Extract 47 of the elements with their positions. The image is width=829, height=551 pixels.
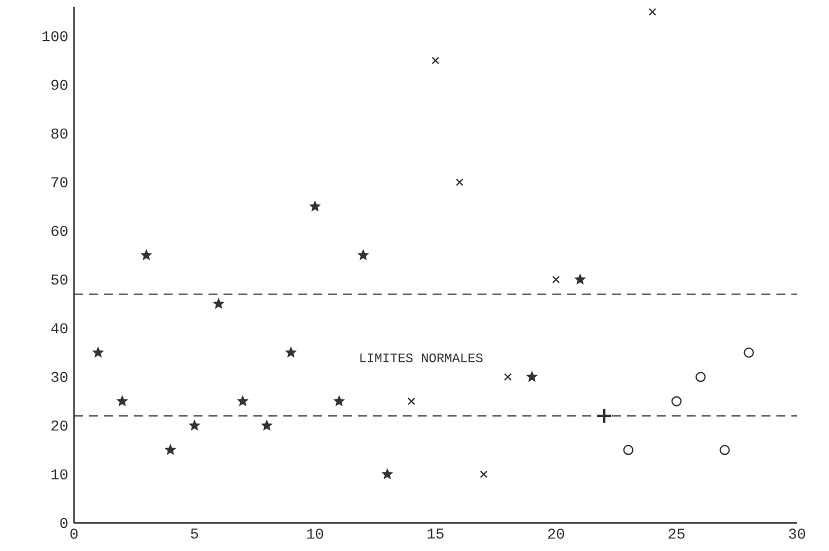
point <box>286 347 296 357</box>
x-tick-label: 5 <box>190 528 198 539</box>
y-tick-label: 0 <box>60 518 68 528</box>
point <box>238 396 248 406</box>
x-tick-label: 30 <box>788 528 806 539</box>
point <box>117 396 128 406</box>
point <box>141 250 152 260</box>
point <box>310 201 320 211</box>
y-tick-label: 100 <box>42 31 68 42</box>
point <box>575 274 586 284</box>
point <box>552 276 560 284</box>
point <box>432 56 440 64</box>
y-tick-label: 60 <box>52 226 68 236</box>
point <box>671 396 682 406</box>
point <box>720 444 730 456</box>
point <box>190 420 200 430</box>
x-tick-label: 20 <box>548 528 564 539</box>
point <box>262 420 272 430</box>
point <box>623 444 634 456</box>
point <box>358 250 368 260</box>
y-tick-label: 20 <box>51 420 68 431</box>
x-tick-label: 25 <box>668 528 685 539</box>
point <box>596 408 612 424</box>
y-tick-label: 80 <box>51 128 68 139</box>
point <box>744 347 754 358</box>
point <box>334 396 344 406</box>
point <box>648 8 656 16</box>
x-tick-label: 10 <box>307 528 324 539</box>
point <box>214 298 224 308</box>
y-tick-label: 70 <box>52 177 68 188</box>
point <box>695 372 706 382</box>
point <box>165 444 176 454</box>
x-tick-label: 0 <box>70 528 78 539</box>
y-tick-label: 90 <box>51 80 68 90</box>
point <box>382 469 392 479</box>
point <box>93 347 104 357</box>
y-tick-label: 50 <box>51 274 68 285</box>
point <box>408 397 416 406</box>
point <box>527 372 537 382</box>
y-tick-label: 30 <box>51 372 68 382</box>
annotation: LIMITES NORMALES <box>360 353 483 362</box>
y-tick-label: 10 <box>52 469 68 480</box>
y-tick-label: 40 <box>51 323 68 334</box>
point <box>504 373 512 381</box>
x-tick-label: 15 <box>428 528 444 539</box>
point <box>480 470 488 478</box>
point <box>456 178 464 186</box>
